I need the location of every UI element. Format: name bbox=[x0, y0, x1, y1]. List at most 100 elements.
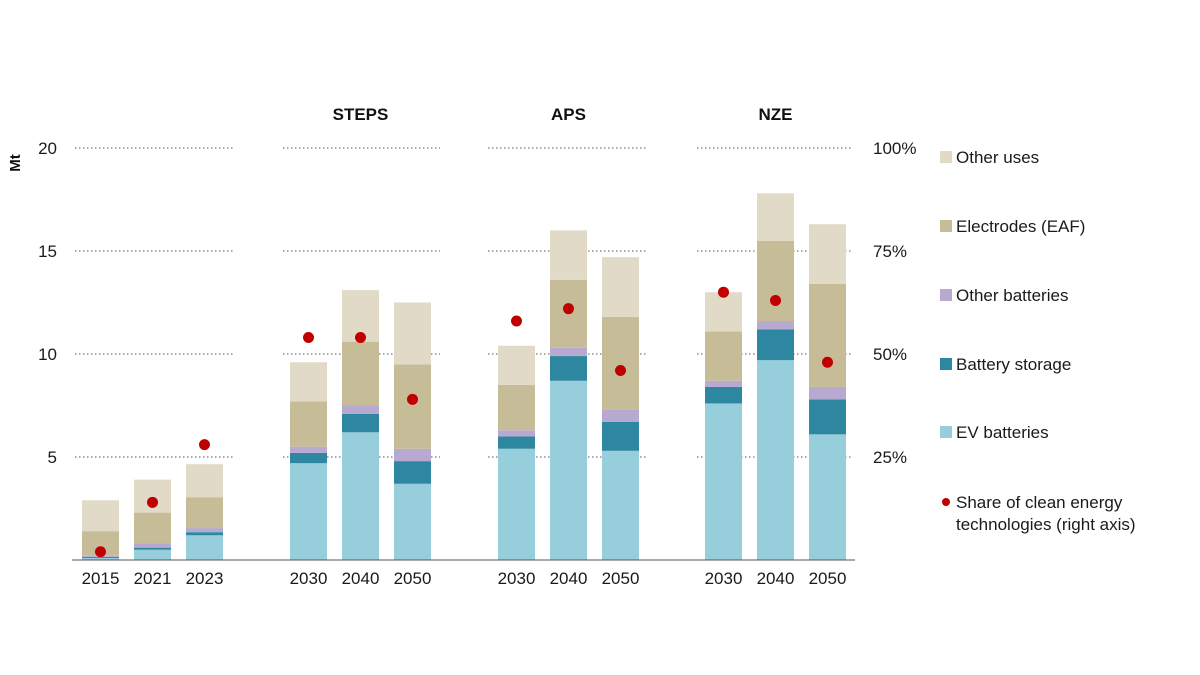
bar-segment bbox=[705, 386, 742, 404]
bar-segment bbox=[757, 360, 794, 560]
share-marker bbox=[199, 439, 210, 451]
share-marker bbox=[822, 356, 833, 368]
bar-segment bbox=[757, 240, 794, 322]
bar-segment bbox=[290, 401, 327, 447]
legend-swatch bbox=[940, 220, 952, 232]
share-marker bbox=[511, 315, 522, 327]
legend-label: Battery storage bbox=[956, 355, 1071, 374]
y-tick-label: 10 bbox=[38, 345, 57, 364]
bar-segment bbox=[290, 463, 327, 560]
x-tick-label: 2030 bbox=[290, 569, 328, 588]
x-tick-label: 2040 bbox=[757, 569, 795, 588]
bar-segment bbox=[394, 461, 431, 484]
bar-segment bbox=[809, 399, 846, 435]
bar-segment bbox=[186, 464, 223, 498]
bar-segment bbox=[757, 329, 794, 361]
x-tick-label: 2030 bbox=[705, 569, 743, 588]
bar-segment bbox=[342, 341, 379, 406]
legend-swatch bbox=[940, 289, 952, 301]
legend-label: EV batteries bbox=[956, 423, 1049, 442]
bar-segment bbox=[82, 556, 119, 558]
y-axis-unit: Mt bbox=[7, 154, 24, 172]
bar-segment bbox=[394, 364, 431, 449]
bar-segment bbox=[186, 535, 223, 560]
group-label: APS bbox=[551, 105, 586, 124]
bar-segment bbox=[602, 409, 639, 422]
bar-segment bbox=[186, 528, 223, 533]
bar-segment bbox=[394, 483, 431, 560]
bar-segment bbox=[394, 448, 431, 462]
x-tick-label: 2021 bbox=[134, 569, 172, 588]
bar-segment bbox=[602, 421, 639, 451]
bar-segment bbox=[186, 532, 223, 536]
legend-swatch bbox=[940, 358, 952, 370]
bar-segment bbox=[705, 292, 742, 332]
share-marker bbox=[563, 303, 574, 315]
bar-segment bbox=[705, 403, 742, 560]
x-tick-label: 2023 bbox=[186, 569, 224, 588]
bar-segment bbox=[809, 434, 846, 560]
legend-swatch bbox=[940, 426, 952, 438]
bar-segment bbox=[602, 450, 639, 560]
bar-segment bbox=[757, 321, 794, 330]
y-tick-label: 20 bbox=[38, 139, 57, 158]
share-marker bbox=[303, 332, 314, 344]
bar-segment bbox=[394, 302, 431, 365]
share-marker bbox=[615, 364, 626, 376]
bar-segment bbox=[186, 497, 223, 529]
share-marker bbox=[147, 496, 158, 508]
y-tick-label: 5 bbox=[48, 448, 57, 467]
x-tick-label: 2040 bbox=[342, 569, 380, 588]
y2-tick-label: 50% bbox=[873, 345, 907, 364]
bar-segment bbox=[602, 316, 639, 410]
bar-segment bbox=[705, 380, 742, 387]
legend-label: Other uses bbox=[956, 148, 1039, 167]
bar-segment bbox=[290, 446, 327, 453]
bar-segment bbox=[498, 436, 535, 449]
legend-swatch bbox=[940, 151, 952, 163]
bar-segment bbox=[134, 549, 171, 560]
bar-segment bbox=[342, 413, 379, 433]
group-label: NZE bbox=[759, 105, 793, 124]
x-tick-label: 2030 bbox=[498, 569, 536, 588]
legend-marker bbox=[942, 498, 950, 506]
legend-label: Other batteries bbox=[956, 286, 1068, 305]
bar-segment bbox=[550, 230, 587, 280]
bar-segment bbox=[809, 283, 846, 387]
x-tick-label: 2050 bbox=[394, 569, 432, 588]
bar-segment bbox=[705, 331, 742, 381]
bar-segment bbox=[134, 543, 171, 548]
bar-segment bbox=[550, 380, 587, 560]
bar-segment bbox=[134, 547, 171, 550]
bar-segment bbox=[290, 362, 327, 402]
legend: Other uses Electrodes (EAF) Other batterie… bbox=[940, 148, 1136, 534]
bar-segment bbox=[809, 386, 846, 400]
x-tick-label: 2015 bbox=[82, 569, 120, 588]
legend-label: Electrodes (EAF) bbox=[956, 217, 1085, 236]
bar-segment bbox=[342, 432, 379, 560]
bar-segment bbox=[550, 347, 587, 357]
bar-segment bbox=[82, 500, 119, 532]
share-marker bbox=[95, 546, 106, 558]
y2-tick-label: 100% bbox=[873, 139, 916, 158]
bar-segment bbox=[498, 384, 535, 431]
bar-segment bbox=[757, 193, 794, 241]
bar-segment bbox=[82, 557, 119, 560]
share-marker bbox=[718, 286, 729, 298]
bar-segment bbox=[602, 257, 639, 317]
bar-segment bbox=[134, 512, 171, 544]
bar-segment bbox=[498, 430, 535, 437]
bar-segment bbox=[498, 345, 535, 385]
share-marker bbox=[407, 393, 418, 405]
group-label: STEPS bbox=[333, 105, 389, 124]
legend-label: technologies (right axis) bbox=[956, 515, 1136, 534]
axes: 5 10 15 20 25% 50% 75% 100% Mt 2015 2021 2023 STEPS 2… bbox=[7, 105, 916, 588]
bar-segment bbox=[498, 448, 535, 560]
legend-label: Share of clean energy bbox=[956, 493, 1123, 512]
x-tick-label: 2040 bbox=[550, 569, 588, 588]
y2-tick-label: 25% bbox=[873, 448, 907, 467]
bar-segment bbox=[290, 452, 327, 464]
y2-tick-label: 75% bbox=[873, 242, 907, 261]
bar-segment bbox=[809, 224, 846, 284]
